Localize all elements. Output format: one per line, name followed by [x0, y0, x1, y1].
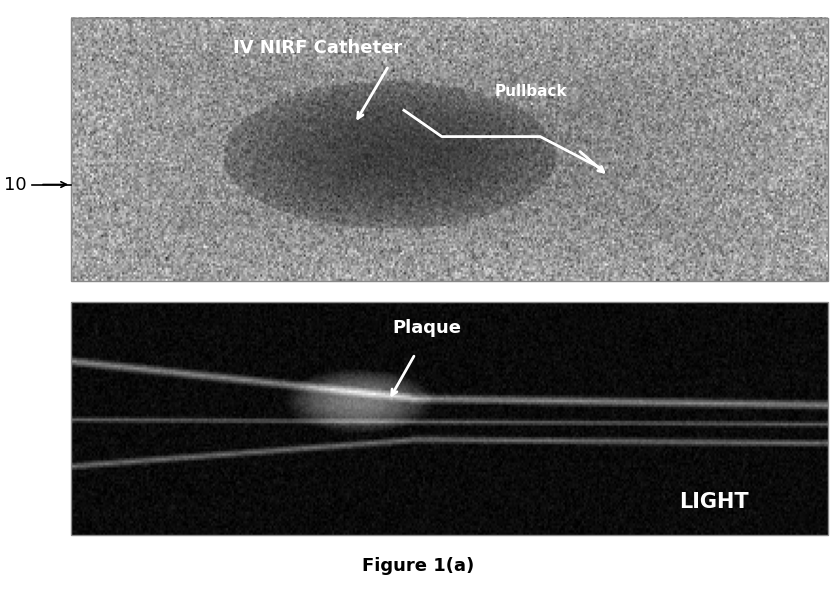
Text: 10: 10	[4, 175, 27, 194]
Text: LIGHT: LIGHT	[680, 492, 749, 512]
Text: Plaque: Plaque	[392, 319, 461, 337]
Text: IV NIRF Catheter: IV NIRF Catheter	[233, 39, 402, 57]
Bar	[71, 18, 828, 281]
Text: Figure 1(a): Figure 1(a)	[362, 557, 474, 575]
Bar	[71, 302, 828, 535]
Text: Pullback: Pullback	[495, 84, 568, 99]
